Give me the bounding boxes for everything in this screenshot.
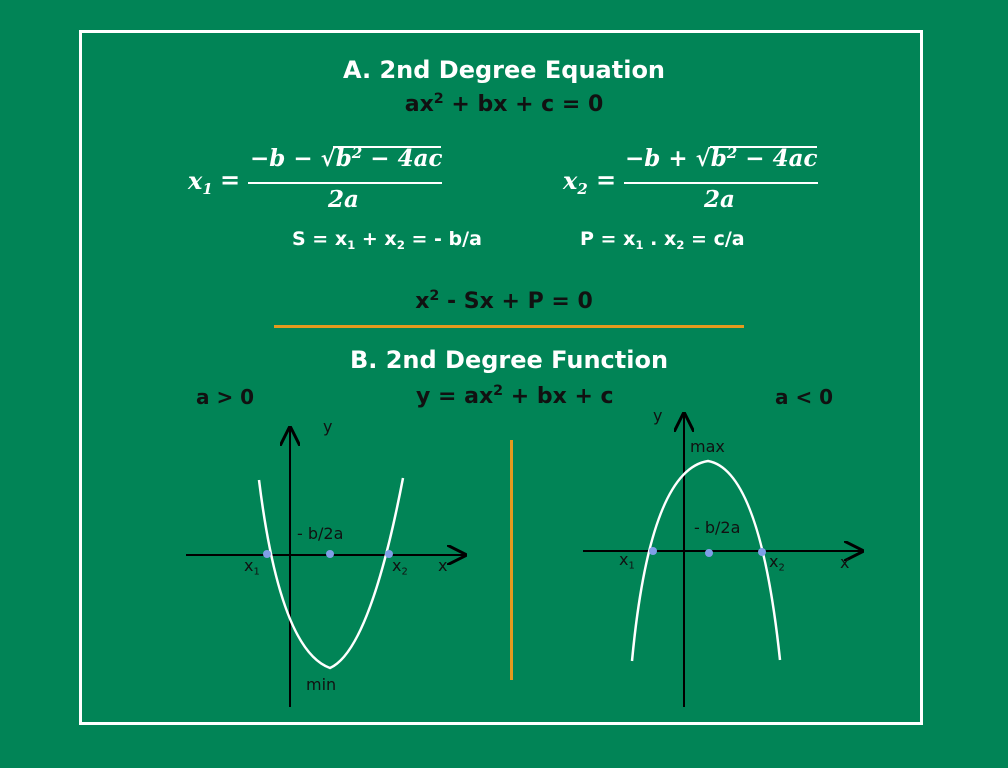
x2-num-prefix: −b + [625, 145, 688, 173]
right-root1-point [649, 547, 657, 555]
sp-lhs: x [415, 288, 430, 314]
x2-rad-exp: 2 [726, 144, 738, 162]
right-root2-label: x2 [769, 552, 785, 573]
x1-radical-bar [333, 146, 441, 148]
quadratic-equation-lhs: ax [404, 91, 434, 117]
board-frame [79, 30, 923, 725]
x2-denominator: 2a [704, 186, 735, 213]
x1-radical: √ [320, 145, 336, 173]
right-root2-sub: 2 [778, 562, 785, 574]
left-root1-var: x [244, 556, 254, 575]
sum-sub2: 2 [396, 238, 405, 253]
right-vertex-point [705, 549, 713, 557]
quadratic-equation-rhs: + bx + c = 0 [443, 91, 604, 117]
left-x-label: x [438, 556, 448, 575]
x1-denominator: 2a [328, 186, 359, 213]
prod-text-b: . x [643, 228, 677, 250]
left-root1-label: x1 [244, 556, 260, 577]
graph-divider [510, 440, 513, 680]
x2-rad-base: b [710, 145, 727, 173]
prod-text-c: = c/a [684, 228, 745, 250]
x2-radical-bar [710, 146, 817, 148]
right-root2-var: x [769, 552, 779, 571]
right-y-label: y [653, 406, 663, 425]
x2-equals: = [596, 165, 617, 194]
sum-text-b: + x [355, 228, 397, 250]
section-divider [274, 325, 744, 328]
prod-text-a: P = x [580, 228, 636, 250]
left-root2-var: x [392, 556, 402, 575]
x1-rad-exp: 2 [351, 144, 363, 162]
sum-sub1: 1 [347, 238, 356, 253]
right-max-label: max [690, 437, 725, 456]
left-root2-sub: 2 [401, 566, 408, 578]
right-vertex-label: - b/2a [694, 518, 741, 537]
quadratic-function: y = ax2 + bx + c [416, 383, 614, 409]
sp-exp: 2 [429, 288, 440, 304]
left-vertex-point [326, 550, 334, 558]
x1-var: x [188, 166, 203, 195]
function-lhs: y = ax [416, 383, 494, 409]
x2-label: x2 [563, 166, 588, 198]
x2-radical: √ [695, 145, 711, 173]
section-b-title: B. 2nd Degree Function [349, 346, 669, 374]
x1-rad-rest: − 4ac [362, 145, 443, 173]
left-root1-point [263, 550, 271, 558]
prod-sub1: 1 [635, 238, 644, 253]
left-root2-point [385, 550, 393, 558]
sum-text-a: S = x [292, 228, 348, 250]
case-left-label: a > 0 [196, 385, 255, 409]
x1-rad-base: b [335, 145, 352, 173]
section-a-title: A. 2nd Degree Equation [342, 56, 666, 84]
sum-product-equation: x2 - Sx + P = 0 [0, 288, 1008, 314]
right-parabola [630, 459, 782, 662]
x1-fraction-line [248, 182, 442, 184]
right-root1-sub: 1 [628, 560, 635, 572]
product-formula: P = x1 . x2 = c/a [580, 228, 745, 252]
left-min-label: min [306, 675, 337, 694]
right-x-label: x [840, 553, 850, 572]
x2-numerator: −b + √b2 − 4ac [625, 144, 817, 172]
quadratic-equation-exp: 2 [433, 91, 444, 107]
x1-label: x1 [188, 166, 213, 198]
x2-rad-rest: − 4ac [737, 145, 818, 173]
case-right-label: a < 0 [775, 385, 834, 409]
function-exp: 2 [493, 383, 504, 399]
left-parabola [257, 477, 405, 670]
sum-formula: S = x1 + x2 = - b/a [292, 228, 482, 252]
x1-numerator: −b − √b2 − 4ac [250, 144, 442, 172]
left-y-label: y [323, 417, 333, 436]
x1-num-prefix: −b − [250, 145, 313, 173]
left-root2-label: x2 [392, 556, 408, 577]
function-rhs: + bx + c [503, 383, 614, 409]
left-vertex-label: - b/2a [297, 524, 344, 543]
x2-fraction-line [624, 182, 818, 184]
sp-rhs: - Sx + P = 0 [439, 288, 593, 314]
left-root1-sub: 1 [253, 566, 260, 578]
x1-sub: 1 [202, 180, 213, 199]
right-root1-var: x [619, 550, 629, 569]
x2-var: x [563, 166, 578, 195]
right-root2-point [758, 548, 766, 556]
quadratic-equation: ax2 + bx + c = 0 [0, 91, 1008, 117]
x1-equals: = [220, 165, 241, 194]
right-root1-label: x1 [619, 550, 635, 571]
x2-sub: 2 [577, 180, 588, 199]
sum-text-c: = - b/a [404, 228, 482, 250]
prod-sub2: 2 [676, 238, 685, 253]
